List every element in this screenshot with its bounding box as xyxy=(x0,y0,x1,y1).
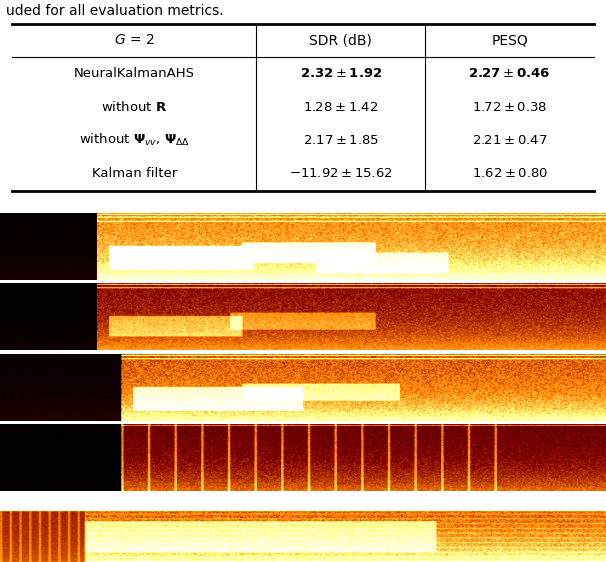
Text: $\mathbf{2.27} \pm \mathbf{0.46}$: $\mathbf{2.27} \pm \mathbf{0.46}$ xyxy=(468,67,551,80)
Text: $2.21 \pm 0.47$: $2.21 \pm 0.47$ xyxy=(472,134,547,147)
Text: $\mathbf{2.32} \pm \mathbf{1.92}$: $\mathbf{2.32} \pm \mathbf{1.92}$ xyxy=(300,67,382,80)
Text: $-11.92 \pm 15.62$: $-11.92 \pm 15.62$ xyxy=(289,167,393,180)
Text: Kalman filter: Kalman filter xyxy=(92,167,177,180)
Text: NeuralKalmanAHS: NeuralKalmanAHS xyxy=(74,67,195,80)
Text: $1.62 \pm 0.80$: $1.62 \pm 0.80$ xyxy=(471,167,547,180)
Text: PESQ: PESQ xyxy=(491,33,528,47)
Text: without $\mathbf{\Psi}_{vv}$, $\mathbf{\Psi}_{\Delta\Delta}$: without $\mathbf{\Psi}_{vv}$, $\mathbf{\… xyxy=(79,133,190,148)
Text: $1.72 \pm 0.38$: $1.72 \pm 0.38$ xyxy=(472,101,547,114)
Text: without $\mathbf{R}$: without $\mathbf{R}$ xyxy=(101,100,167,114)
Text: $\mathit{G}$ = 2: $\mathit{G}$ = 2 xyxy=(114,33,155,47)
Text: $1.28 \pm 1.42$: $1.28 \pm 1.42$ xyxy=(303,101,378,114)
Text: $2.17 \pm 1.85$: $2.17 \pm 1.85$ xyxy=(303,134,379,147)
Text: uded for all evaluation metrics.: uded for all evaluation metrics. xyxy=(6,4,224,18)
Text: SDR (dB): SDR (dB) xyxy=(310,33,372,47)
